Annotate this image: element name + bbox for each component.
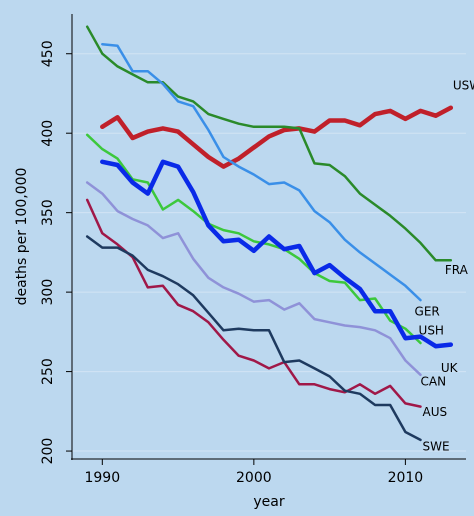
y-tick-label: 250: [40, 358, 56, 385]
series-line-usw: [100, 105, 454, 169]
x-tick-label: 1990: [84, 470, 120, 486]
y-tick-label: 300: [40, 279, 56, 306]
series-label-can: CAN: [421, 374, 447, 388]
y-tick-label: 200: [40, 438, 56, 465]
y-tick-label: 350: [40, 199, 56, 226]
x-tick-label: 2000: [236, 470, 272, 486]
y-tick-label: 400: [40, 120, 56, 147]
series-line-ger: [101, 42, 422, 302]
tick-marks-and-labels: 200 250 300 350 400 450 1990 2000 2010: [40, 40, 423, 486]
series-label-aus: AUS: [423, 405, 448, 419]
y-axis-title: deaths per 100,000: [14, 168, 30, 306]
series-label-usw: USW: [453, 78, 474, 92]
series-label-uk: UK: [441, 361, 459, 375]
series-label-ush: USH: [419, 323, 444, 337]
gridlines: [72, 53, 466, 452]
series-label-swe: SWE: [423, 439, 450, 453]
y-tick-label: 450: [40, 40, 56, 67]
series-line-swe: [85, 235, 422, 442]
axes: [71, 14, 466, 460]
series-line-uk: [100, 159, 454, 349]
series-lines: [85, 25, 454, 442]
series-label-ger: GER: [415, 305, 440, 319]
series-line-fra: [85, 25, 453, 262]
series-label-fra: FRA: [445, 263, 469, 277]
series-line-can: [85, 181, 422, 377]
x-tick-label: 2010: [388, 470, 424, 486]
series-line-aus: [85, 198, 422, 408]
x-axis-title: year: [253, 494, 284, 510]
